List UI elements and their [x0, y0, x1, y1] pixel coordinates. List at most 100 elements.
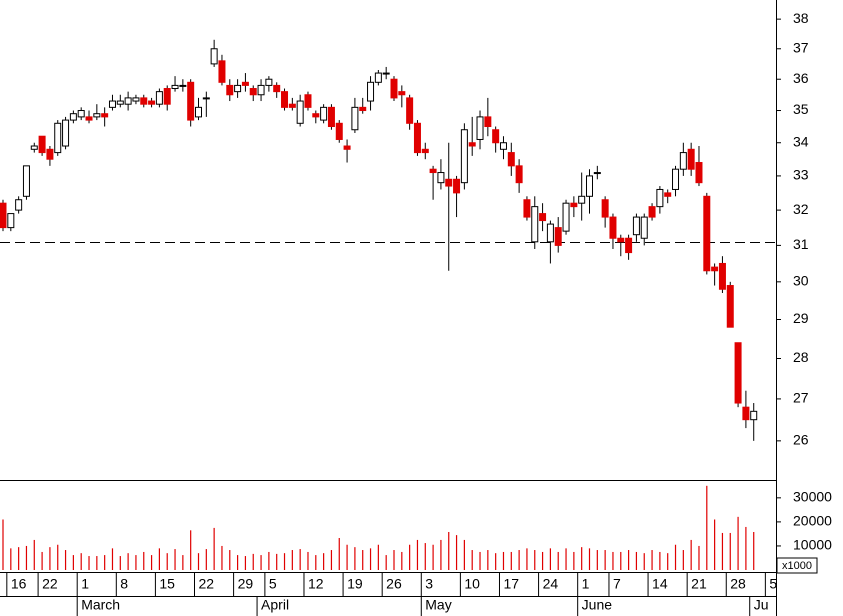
volume-bar	[158, 548, 160, 570]
candle-body	[148, 100, 156, 105]
candle-body	[453, 178, 461, 194]
volume-bar	[518, 550, 520, 570]
volume-bar	[502, 551, 505, 570]
x-tick-label: 15	[159, 576, 175, 592]
candle-body	[609, 216, 617, 239]
volume-bar	[64, 550, 67, 570]
candle-body	[382, 72, 390, 75]
volume-bar	[714, 519, 716, 570]
volume-bar	[745, 526, 747, 570]
volume-bar	[362, 550, 364, 570]
candle-body	[195, 106, 202, 118]
candle-body	[171, 84, 179, 90]
candle-body	[234, 84, 242, 93]
volume-bar	[581, 547, 583, 570]
candle-body	[54, 122, 62, 154]
volume-bar	[291, 550, 293, 570]
volume-bar	[323, 553, 325, 570]
candle-body	[593, 172, 601, 175]
candle-body	[288, 103, 296, 108]
candle-body	[484, 116, 492, 128]
y-tick-label: 29	[793, 310, 809, 326]
volume-bar	[643, 553, 645, 570]
volume-bar	[260, 555, 262, 570]
candle-body	[695, 162, 703, 184]
volume-bar	[432, 544, 434, 570]
candle-body	[343, 145, 351, 150]
candle-body	[711, 266, 719, 272]
volume-bar	[252, 553, 254, 570]
volume-bar	[667, 553, 669, 570]
volume-bar	[221, 545, 223, 570]
y-tick-label: 38	[793, 10, 809, 26]
volume-bar	[369, 548, 372, 570]
volume-bar	[41, 551, 43, 570]
volume-bar	[10, 548, 12, 570]
month-label: March	[81, 597, 120, 613]
volume-bar	[18, 547, 20, 570]
candle-body	[554, 227, 562, 246]
candle-body	[679, 152, 687, 170]
volume-bar	[80, 553, 82, 570]
volume-bar	[268, 551, 270, 570]
volume-bar	[682, 550, 684, 570]
volume-bar	[299, 549, 301, 570]
x-tick-label: 7	[613, 576, 621, 592]
candle-body	[586, 175, 593, 197]
candle-body	[374, 72, 382, 83]
candle-body	[93, 113, 101, 118]
candle-body	[429, 168, 437, 174]
candle-body	[437, 172, 445, 184]
volume-tick-label: 20000	[793, 513, 832, 529]
volume-bar	[659, 551, 661, 570]
volume-bar	[596, 550, 598, 570]
candle-body	[163, 88, 171, 105]
candle-body	[460, 129, 468, 184]
volume-bar	[33, 539, 35, 570]
volume-bar	[104, 555, 106, 570]
volume-bar	[479, 551, 481, 570]
candle-body	[202, 97, 210, 100]
x-tick-label: 29	[238, 576, 254, 592]
y-tick-label: 31	[793, 236, 809, 252]
volume-bar	[409, 544, 411, 570]
volume-bar	[628, 550, 630, 570]
volume-bar	[690, 539, 692, 570]
candle-body	[539, 213, 547, 222]
volume-unit-label: x1000	[782, 560, 812, 572]
x-tick-label: 28	[730, 576, 746, 592]
volume-bar	[213, 527, 215, 570]
candle-body	[257, 84, 265, 96]
candle-body	[445, 178, 453, 187]
x-tick-label: 12	[308, 576, 324, 592]
volume-bar	[119, 556, 121, 570]
candle-body	[507, 152, 515, 167]
candle-body	[718, 262, 726, 290]
candle-body	[703, 195, 711, 272]
volume-bar	[276, 553, 278, 570]
volume-bar	[448, 531, 450, 570]
volume-bar	[57, 544, 59, 570]
candle-body	[273, 84, 281, 93]
volume-bar	[534, 550, 536, 570]
volume-bar	[487, 550, 489, 570]
candle-body	[335, 122, 343, 140]
volume-bar	[573, 551, 575, 570]
volume-bar	[197, 553, 200, 570]
volume-bar	[25, 545, 28, 570]
volume-bar	[588, 548, 591, 570]
y-tick-label: 33	[793, 167, 809, 183]
candle-body	[476, 116, 484, 140]
volume-bar	[557, 551, 559, 570]
volume-bar	[143, 551, 145, 570]
x-tick-label: 19	[347, 576, 363, 592]
volume-bar	[463, 539, 465, 570]
volume-bar	[510, 551, 512, 570]
y-tick-label: 35	[793, 101, 809, 117]
candle-body	[218, 60, 226, 83]
volume-bar	[2, 519, 4, 570]
volume-bar	[541, 551, 544, 570]
y-tick-label: 30	[793, 273, 809, 289]
